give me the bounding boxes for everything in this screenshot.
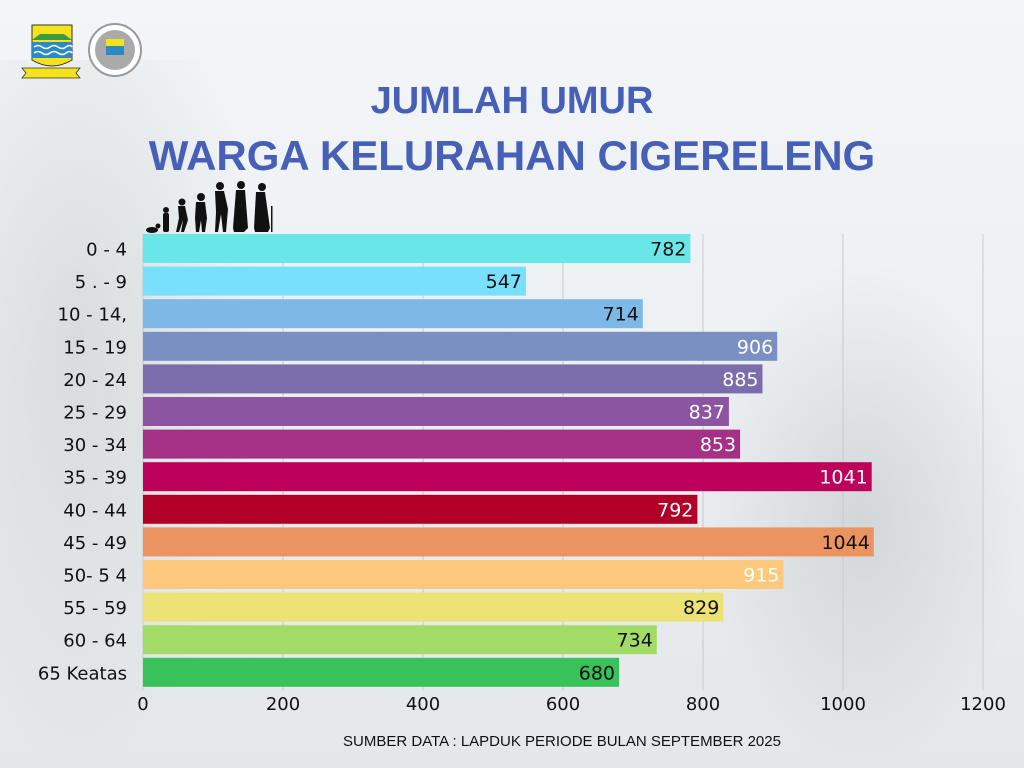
category-label: 35 - 39 (63, 468, 127, 489)
x-tick-label: 800 (686, 694, 720, 715)
category-label: 45 - 49 (63, 533, 127, 554)
bar (143, 592, 724, 622)
human-life-stages-icon (146, 181, 273, 233)
bar (143, 560, 784, 589)
data-label: 714 (603, 304, 639, 326)
data-label: 792 (657, 499, 693, 521)
x-tick-label: 1200 (960, 694, 1006, 715)
category-label: 30 - 34 (63, 435, 127, 456)
bar (143, 266, 526, 296)
chart-title-line1: JUMLAH UMUR (370, 80, 654, 122)
data-label: 837 (689, 402, 725, 424)
bar (143, 657, 619, 687)
data-label: 1041 (819, 467, 867, 489)
data-label: 906 (737, 336, 773, 358)
bar (143, 234, 691, 263)
category-label: 20 - 24 (63, 370, 127, 391)
chart-title-line2: WARGA KELURAHAN CIGERELENG (148, 132, 876, 179)
bar (143, 397, 729, 426)
category-label: 60 - 64 (63, 631, 127, 652)
category-label: 5 . - 9 (75, 272, 127, 293)
bar (143, 364, 763, 394)
bar (143, 625, 657, 655)
category-label: 10 - 14, (58, 305, 127, 326)
x-tick-label: 200 (266, 694, 300, 715)
bar (143, 299, 643, 329)
category-label: 25 - 29 (63, 403, 127, 424)
category-label: 0 - 4 (86, 240, 127, 261)
x-tick-label: 400 (406, 694, 440, 715)
data-label: 1044 (821, 532, 869, 554)
data-label: 734 (617, 630, 653, 652)
bar (143, 494, 698, 524)
x-tick-label: 600 (546, 694, 580, 715)
bar (143, 331, 778, 361)
city-emblem-logo (21, 24, 81, 79)
category-label: 40 - 44 (63, 500, 127, 521)
bar (143, 527, 874, 557)
bar (143, 429, 741, 459)
x-tick-label: 1000 (820, 694, 866, 715)
category-label: 50- 5 4 (63, 566, 127, 587)
data-label: 829 (683, 597, 719, 619)
category-label: 65 Keatas (38, 663, 127, 684)
bar (143, 462, 872, 492)
category-label: 55 - 59 (63, 598, 127, 619)
data-source-note: SUMBER DATA : LAPDUK PERIODE BULAN SEPTE… (343, 733, 781, 750)
kelurahan-seal-logo (88, 23, 142, 77)
x-tick-label: 0 (137, 694, 148, 715)
data-label: 885 (722, 369, 758, 391)
data-label: 915 (743, 565, 779, 587)
data-label: 547 (486, 271, 522, 293)
data-label: 782 (650, 239, 686, 261)
category-label: 15 - 19 (63, 337, 127, 358)
data-label: 853 (700, 434, 736, 456)
data-label: 680 (579, 662, 615, 684)
